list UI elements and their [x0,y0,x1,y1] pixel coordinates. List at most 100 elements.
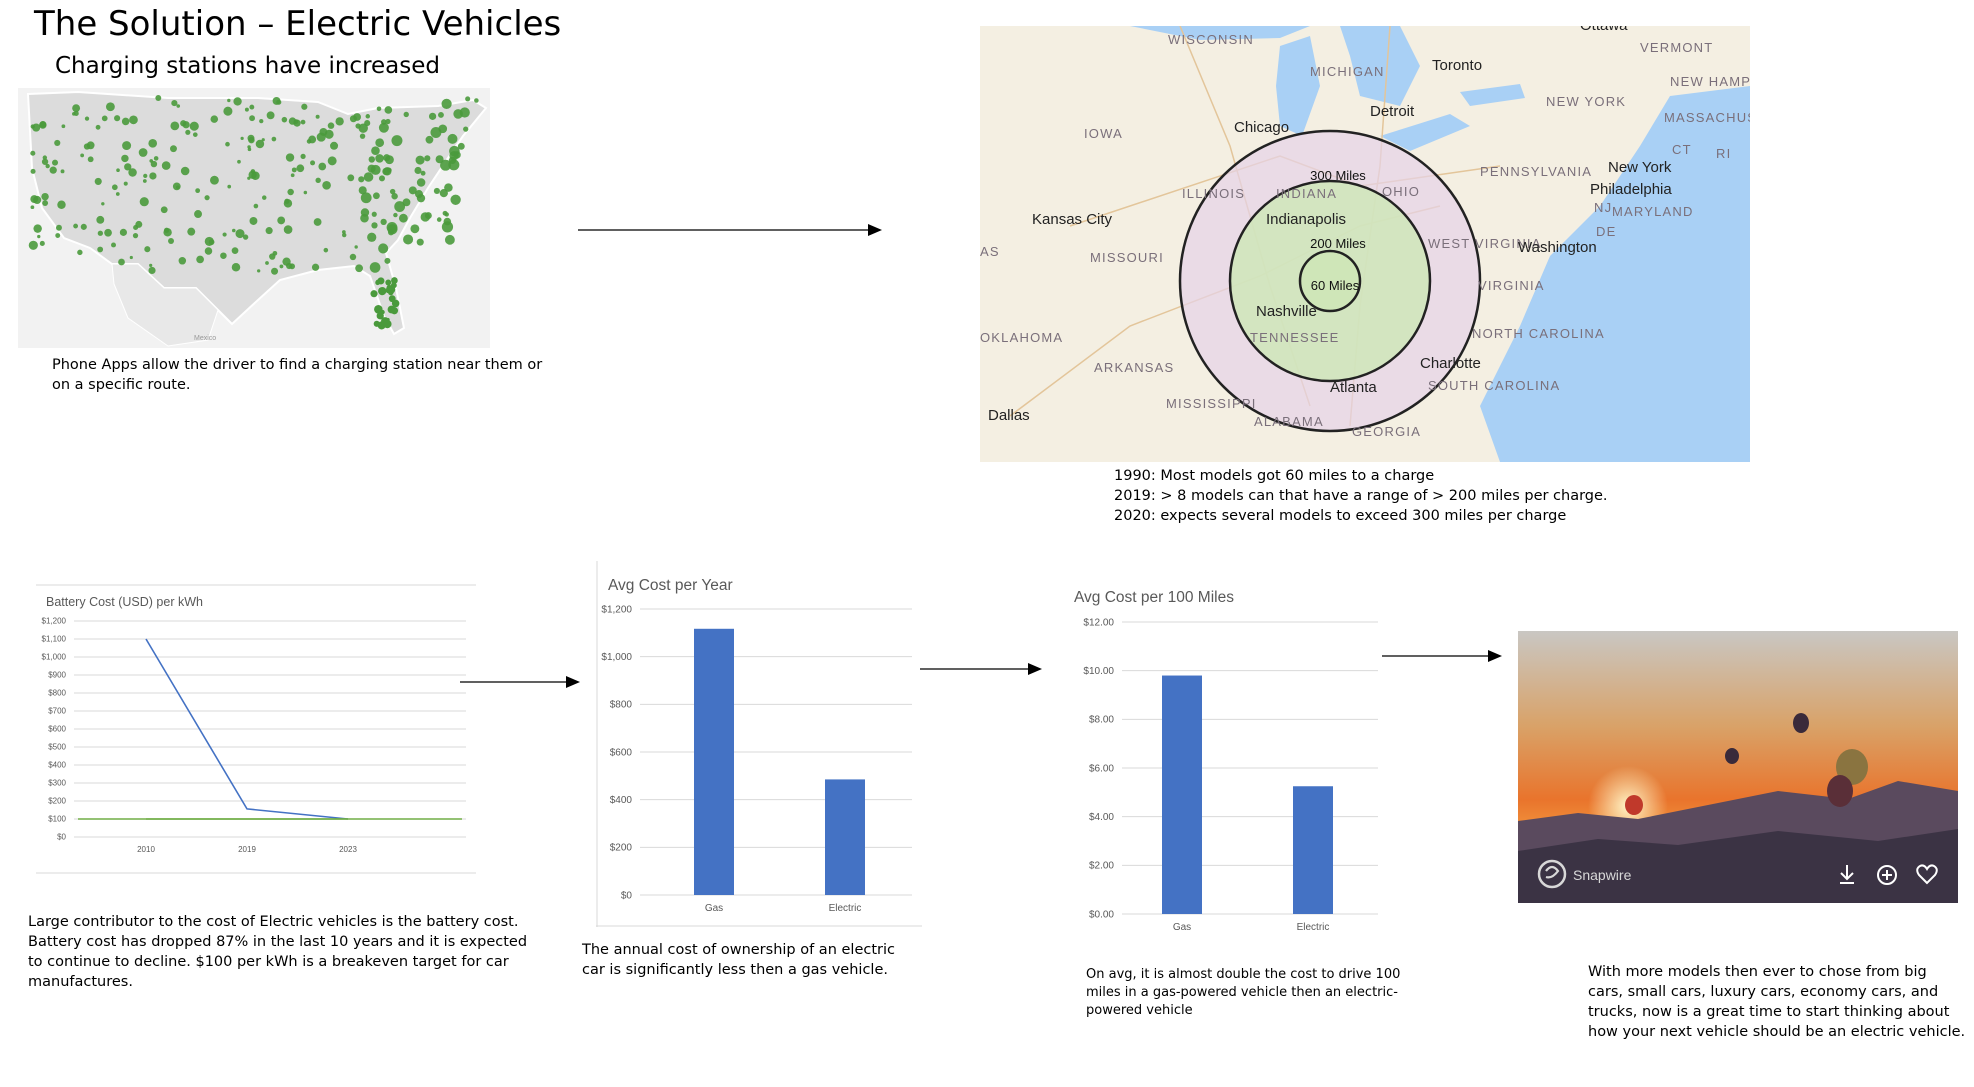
station-dot [249,104,255,110]
station-dot [237,159,241,164]
station-dot [33,195,42,205]
station-dot [281,116,288,123]
station-dot [121,117,130,126]
station-dot [257,269,261,273]
map-label-ohio: OHIO [1382,184,1420,199]
caption-line: With more models then ever to chose from… [1588,964,1927,980]
arrow-to-cost-per-100 [920,663,1042,675]
station-dot [378,286,387,296]
map-label-detroit: Detroit [1370,103,1415,120]
station-dot [272,96,281,105]
station-dot [391,135,403,147]
y-tick-label: $4.00 [1089,812,1114,823]
station-dot [420,170,426,176]
map-label-dallas: Dallas [988,407,1030,424]
station-dot [101,115,108,122]
map-label-maryland: MARYLAND [1612,204,1694,219]
station-dot [465,96,471,102]
station-dot [380,309,385,315]
y-tick-label: $8.00 [1089,715,1114,726]
map-label-alabama: ALABAMA [1254,414,1324,429]
station-dot [378,175,385,182]
station-dot [227,184,232,189]
station-dot [300,153,306,159]
map-label-wisconsin: WISCONSIN [1168,32,1254,47]
add-circle-icon[interactable] [1877,865,1897,885]
range-circle-60 [1298,249,1362,313]
station-dot [231,247,239,255]
station-dot [249,115,255,122]
y-tick-label: $1,200 [42,617,67,626]
station-dot [223,106,233,116]
station-dot [235,229,245,239]
station-dot [416,193,426,203]
station-dot [123,181,128,186]
station-dot [450,194,461,205]
station-dot [367,232,377,242]
station-dot [375,138,385,148]
station-dot [163,228,172,237]
station-dot [449,151,459,161]
y-tick-label: $200 [610,843,633,854]
station-dot [438,124,448,134]
caption-line: trucks, now is a great time to start thi… [1588,1004,1950,1020]
station-dot [41,158,49,165]
station-dot [271,136,277,142]
arrow-to-range-map [578,224,882,236]
station-dot [382,167,390,176]
map-label-virginia: VIRGINIA [1478,278,1545,293]
map-label-north-carolina: NORTH CAROLINA [1472,326,1605,341]
cost-per-100-caption: On avg, it is almost double the cost to … [1086,966,1400,1020]
station-dot [386,284,393,291]
station-dot [148,139,158,148]
station-dot [144,246,151,253]
map-label-ri: RI [1716,146,1731,161]
y-gridlines [1122,621,1378,915]
station-dot [311,263,320,271]
station-dot [116,168,120,173]
heart-icon[interactable] [1916,864,1938,885]
station-dot [220,252,227,259]
station-dot [271,267,279,275]
avg-cost-per-100-miles-bar-chart: Avg Cost per 100 Miles $0.00 $2.00 $4.00 $6… [1074,589,1378,933]
caption-line: car is significantly less then a gas veh… [582,962,888,978]
map-label-as-edge: AS [980,244,1000,259]
lake-michigan [1276,36,1320,136]
station-dot [128,168,137,177]
download-icon[interactable] [1840,865,1854,884]
map-label-nj: NJ [1594,200,1612,215]
station-dot [414,166,422,175]
map-label-pennsylvania: PENNSYLVANIA [1480,164,1592,179]
station-dot [171,99,178,107]
range-map-caption: 1990: Most models got 60 miles to a char… [1114,466,1608,526]
station-dot [378,243,389,254]
map-label-massachusetts: MASSACHUSETTS [1664,110,1750,125]
x-tick-label: Gas [705,903,723,914]
station-dot [204,247,213,255]
station-dot [37,234,41,239]
station-dot [139,197,149,207]
station-dot [290,173,295,178]
page-subtitle: Charging stations have increased [55,53,440,79]
station-dot [349,115,357,123]
station-dot [441,98,452,110]
y-tick-label: $1,100 [42,635,67,644]
ocean [1480,86,1750,462]
station-dot [387,305,396,314]
station-dot [72,104,81,113]
station-dot [358,176,365,183]
lake-superior [1130,26,1310,40]
station-dot [300,119,306,125]
station-dot [149,172,157,180]
caption-line: Large contributor to the cost of Electri… [28,914,519,930]
station-dot [73,223,79,229]
station-dot [360,208,370,217]
station-dot [189,121,199,131]
station-dot [433,187,440,195]
station-dot [52,159,59,166]
map-label-missouri: MISSOURI [1090,250,1164,265]
snapwire-brand-label: Snapwire [1573,867,1632,883]
station-dot [33,224,42,233]
station-dot [291,167,297,173]
station-dot [95,124,101,130]
